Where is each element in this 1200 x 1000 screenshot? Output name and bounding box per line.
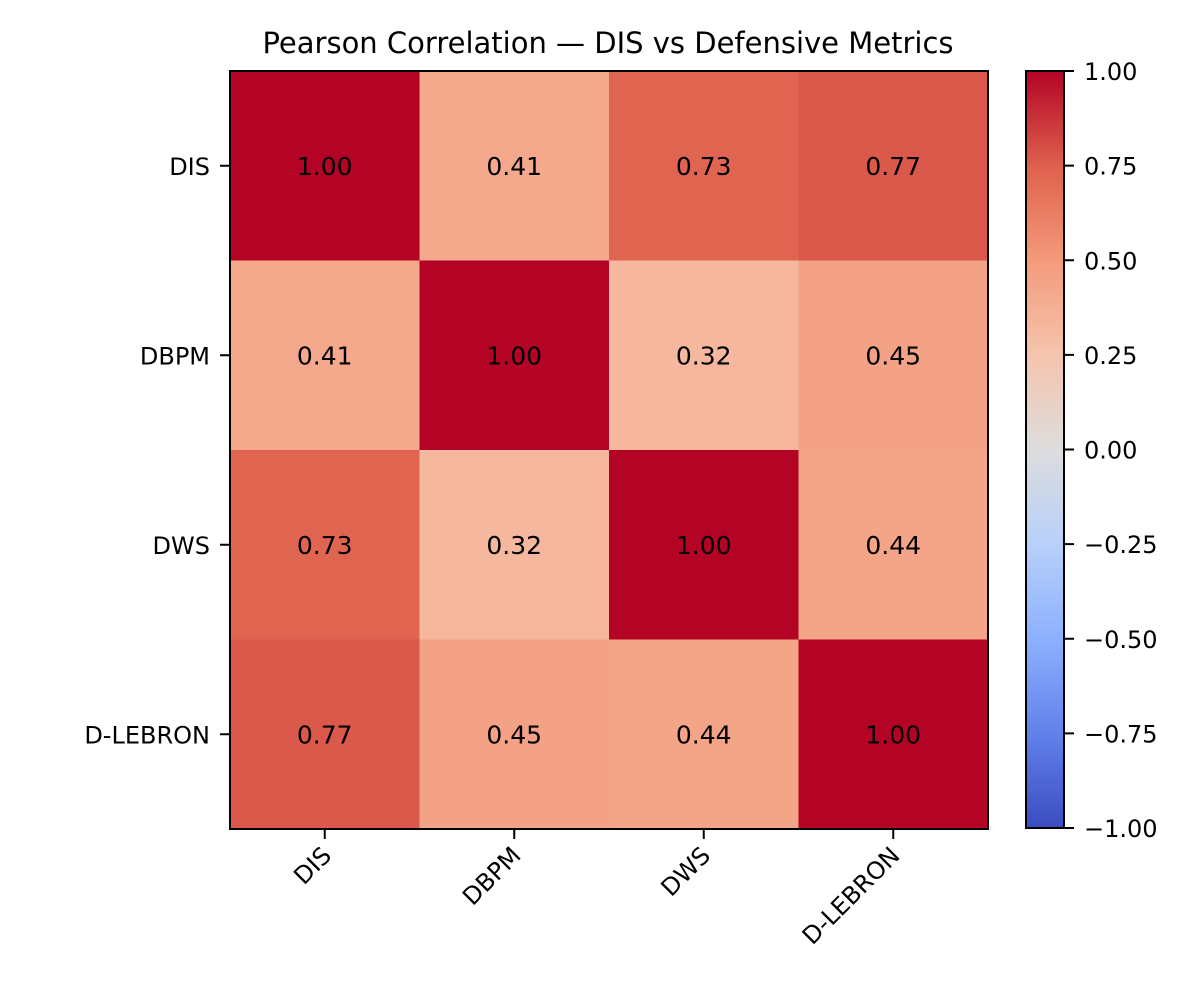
y-tick-label: D-LEBRON [84,721,210,749]
colorbar-tick-label: −0.75 [1084,720,1158,748]
heatmap-cells [230,71,989,830]
heatmap-cell-d-lebron-dws [609,639,800,830]
heatmap-cell-label: 1.00 [297,152,353,181]
heatmap-cell-dbpm-dws [609,260,800,451]
heatmap-cell-label: 0.73 [676,152,732,181]
heatmap-cell-label: 1.00 [486,341,542,370]
colorbar-tick-label: 1.00 [1084,58,1137,86]
x-axis: DIS DBPM DWS D-LEBRON [288,829,905,950]
heatmap-cell-label: 0.77 [297,720,353,749]
y-axis: DIS DBPM DWS D-LEBRON [84,153,230,749]
heatmap-cell-dbpm-dbpm [419,260,610,451]
y-tick-label: DBPM [140,342,210,370]
heatmap-cell-label: 0.73 [297,531,353,560]
heatmap-cell-d-lebron-dis [230,639,421,830]
heatmap-cell-dis-d-lebron [798,71,989,262]
colorbar-tick-label: 0.50 [1084,247,1137,275]
heatmap-cell-label: 1.00 [865,720,921,749]
heatmap-cell-dis-dws [609,71,800,262]
heatmap-cell-label: 0.44 [865,531,921,560]
y-tick-label: DIS [169,153,210,181]
heatmap-cell-label: 0.45 [865,341,921,370]
heatmap-cell-dws-dbpm [419,450,610,641]
heatmap-cell-label: 0.41 [297,341,353,370]
heatmap-cell-dis-dbpm [419,71,610,262]
x-tick-label: DIS [288,841,337,890]
heatmap-cell-label: 0.44 [676,720,732,749]
heatmap-cell-label: 0.77 [865,152,921,181]
heatmap-cell-label: 0.32 [676,341,732,370]
heatmap-cell-dws-dws [609,450,800,641]
heatmap-cell-d-lebron-dbpm [419,639,610,830]
colorbar-tick-label: −0.25 [1084,531,1158,559]
colorbar-ticks: 1.00 0.75 0.50 0.25 0.00 −0.25 −0.50 −0.75 −1.00 [1064,58,1158,843]
chart-title: Pearson Correlation — DIS vs Defensive M… [262,26,953,60]
heatmap-cell-dws-d-lebron [798,450,989,641]
colorbar: 1.00 0.75 0.50 0.25 0.00 −0.25 −0.50 −0.75 −1.00 [1025,58,1158,843]
y-tick-label: DWS [153,532,210,560]
x-tick-label: DBPM [457,841,526,910]
colorbar-tick-label: 0.75 [1084,153,1137,181]
colorbar-gradient [1026,71,1064,828]
colorbar-tick-label: 0.00 [1084,437,1137,465]
heatmap-cell-label: 1.00 [676,531,732,560]
heatmap-cell-dis-dis [230,71,421,262]
x-tick-label: DWS [656,841,716,901]
colorbar-tick-label: −1.00 [1084,815,1158,843]
heatmap-cell-labels: 1.00 0.41 0.73 0.77 0.41 1.00 0.32 0.45 0.73 0.32… [297,152,921,750]
heatmap-cell-d-lebron-d-lebron [798,639,989,830]
colorbar-tick-label: −0.50 [1084,626,1158,654]
heatmap-cell-label: 0.32 [486,531,542,560]
x-tick-label: D-LEBRON [797,841,906,950]
heatmap-cell-label: 0.45 [486,720,542,749]
heatmap-cell-dbpm-d-lebron [798,260,989,451]
heatmap-cell-dws-dis [230,450,421,641]
heatmap-cell-label: 0.41 [486,152,542,181]
colorbar-tick-label: 0.25 [1084,342,1137,370]
heatmap-frame [229,70,989,830]
heatmap-cell-dbpm-dis [230,260,421,451]
